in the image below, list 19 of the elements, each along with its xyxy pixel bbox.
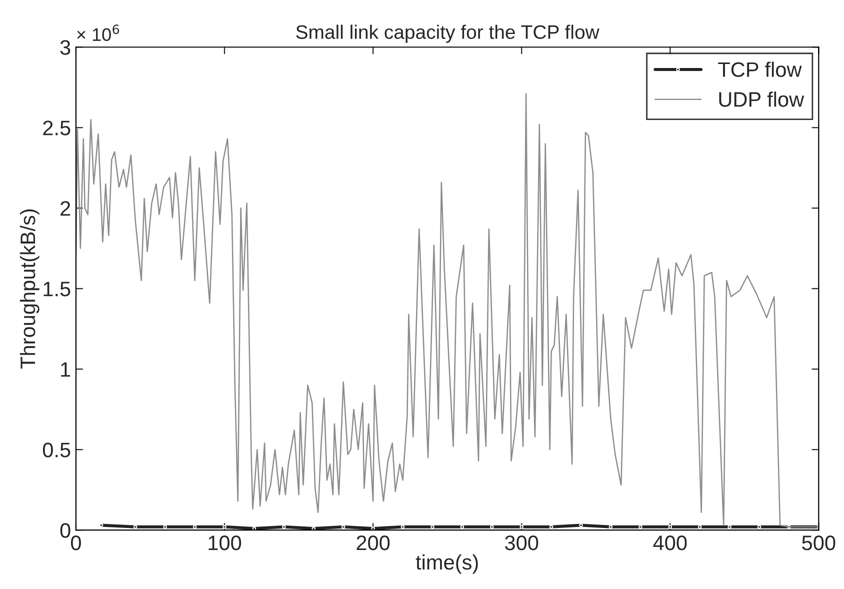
x-tick-label: 100 — [208, 536, 242, 550]
chart-title: Small link capacity for the TCP flow — [296, 24, 600, 43]
y-tick-label: 2 — [60, 201, 70, 216]
y-tick-label: 3 — [60, 40, 70, 55]
legend-label: UDP flow — [719, 92, 804, 107]
y-tick-label: 2.5 — [43, 120, 70, 136]
x-tick-label: 500 — [802, 536, 836, 550]
y-axis-title: Throughput(kB/s) — [20, 209, 40, 369]
x-tick-label: 300 — [505, 536, 538, 550]
x-tick-label: 400 — [653, 536, 687, 550]
y-tick-label: 0.5 — [42, 442, 70, 458]
y-tick-label: 1 — [61, 362, 70, 377]
x-tick-label: 0 — [70, 536, 81, 550]
legend-label: TCP flow — [718, 62, 802, 78]
y-tick-label: 1.5 — [44, 282, 70, 296]
x-tick-label: 200 — [356, 536, 390, 550]
text: × 10$^{6}$ — [77, 24, 120, 41]
x-axis-title: time(s) — [416, 554, 478, 574]
y-tick-label: 0 — [60, 523, 70, 538]
